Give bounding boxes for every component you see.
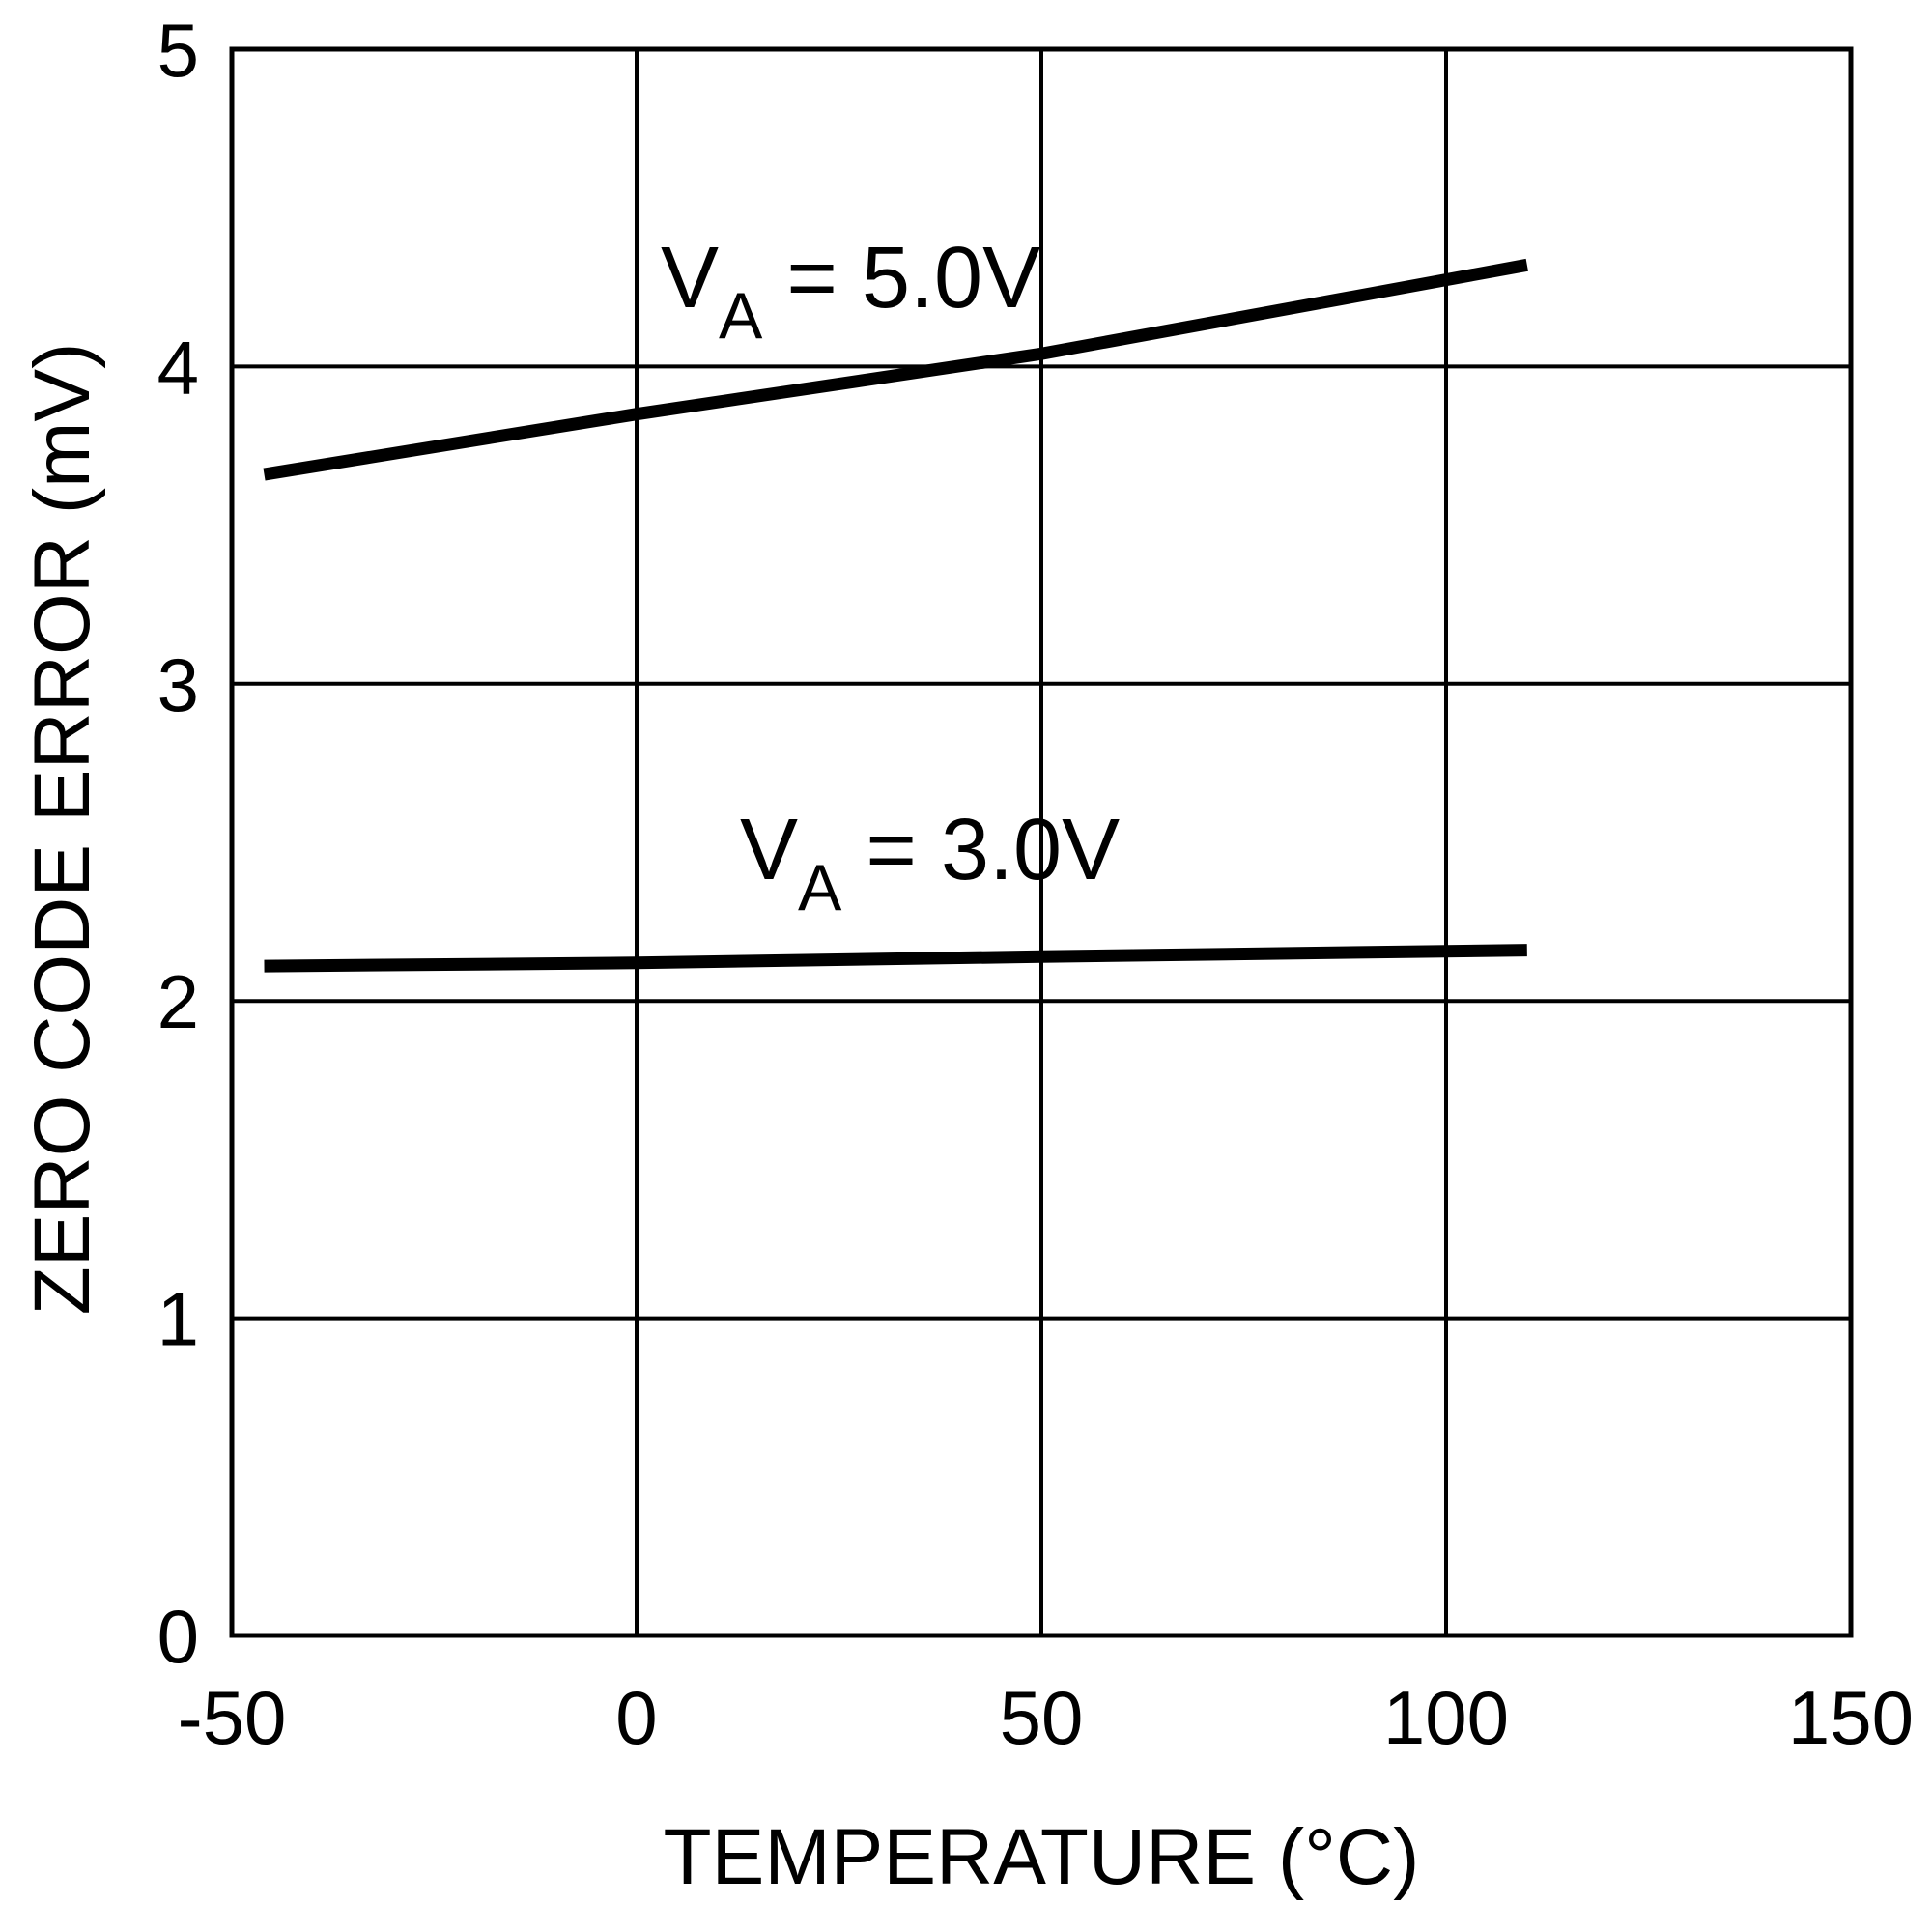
plot-frame (229, 46, 1854, 1638)
series-label-rest: = 3.0V (841, 802, 1120, 898)
series-label: VA = 3.0V (740, 802, 1120, 924)
y-tick-label: 3 (157, 642, 199, 727)
y-tick-label: 2 (157, 959, 199, 1044)
x-tick-label: 0 (615, 1675, 657, 1760)
series-label-main: V (740, 802, 798, 898)
x-tick-label: 150 (1788, 1675, 1914, 1760)
series-label: VA = 5.0V (661, 230, 1040, 353)
y-tick-label: 5 (157, 8, 199, 93)
x-tick-label: 100 (1383, 1675, 1509, 1760)
series-label-main: V (661, 230, 719, 327)
y-tick-label: 0 (157, 1594, 199, 1679)
series-label-sub: A (798, 851, 842, 924)
series-line (264, 944, 1527, 973)
y-tick-label: 4 (157, 325, 199, 410)
x-axis-title: TEMPERATURE (°C) (664, 1813, 1420, 1901)
y-axis-title: ZERO CODE ERROR (mV) (18, 343, 106, 1316)
series-label-rest: = 5.0V (762, 230, 1040, 327)
x-tick-label: -50 (178, 1675, 287, 1760)
x-tick-label: 50 (1000, 1675, 1084, 1760)
series-line (263, 258, 1528, 481)
series-label-sub: A (719, 279, 763, 353)
y-tick-label: 1 (157, 1277, 199, 1362)
